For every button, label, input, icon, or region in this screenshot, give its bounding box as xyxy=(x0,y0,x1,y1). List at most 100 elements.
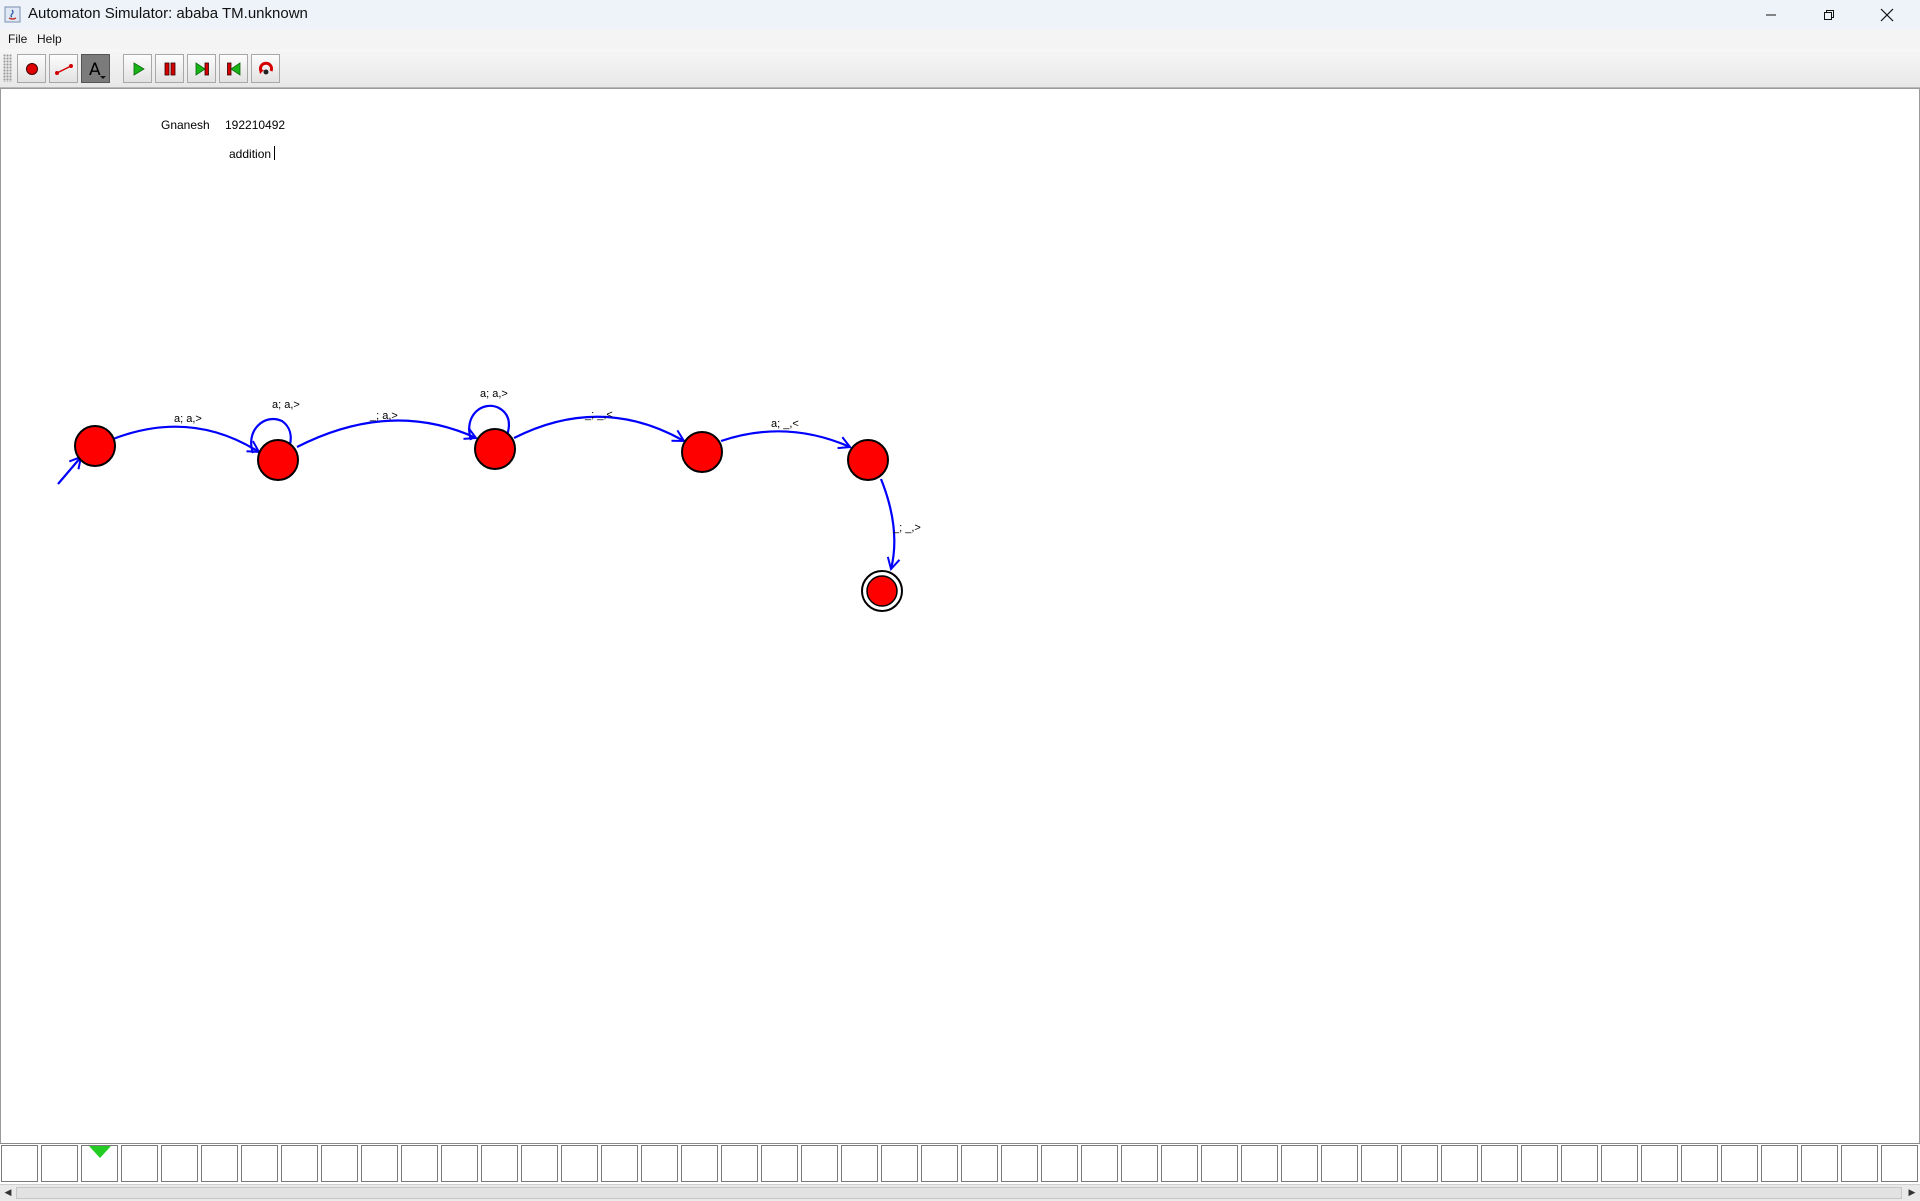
tape-cell[interactable] xyxy=(1,1145,38,1182)
tape-cell[interactable] xyxy=(1521,1145,1558,1182)
java-app-icon xyxy=(4,6,21,23)
minimize-icon xyxy=(1766,14,1776,15)
step-forward-icon xyxy=(195,61,209,76)
tape-cell[interactable] xyxy=(1761,1145,1798,1182)
tape-cell[interactable] xyxy=(1681,1145,1718,1182)
state-q0[interactable] xyxy=(74,425,116,467)
tape-cell[interactable] xyxy=(201,1145,238,1182)
transition-q2-q3[interactable] xyxy=(513,415,684,441)
tape-cell[interactable] xyxy=(961,1145,998,1182)
scroll-right-button[interactable]: ▶ xyxy=(1904,1185,1920,1201)
tape-cell[interactable] xyxy=(241,1145,278,1182)
tape-cell[interactable] xyxy=(1881,1145,1918,1182)
state-diagram: a; a,> a; a,> _; a,> a; a,> _; _,< a; _,… xyxy=(57,388,921,612)
tape-cell[interactable] xyxy=(321,1145,358,1182)
reset-button[interactable] xyxy=(251,54,280,83)
chevron-right-icon: ▶ xyxy=(1908,1188,1916,1198)
tape-cell[interactable] xyxy=(1361,1145,1398,1182)
tape-cell[interactable] xyxy=(1401,1145,1438,1182)
tape-cell[interactable] xyxy=(1601,1145,1638,1182)
toolbar: A xyxy=(0,49,1920,88)
tape-cell[interactable] xyxy=(801,1145,838,1182)
minimize-button[interactable] xyxy=(1742,0,1800,29)
svg-text:A: A xyxy=(89,60,101,80)
scroll-left-button[interactable]: ◀ xyxy=(0,1185,16,1201)
tape-cell[interactable] xyxy=(1041,1145,1078,1182)
tape-cell[interactable] xyxy=(1481,1145,1518,1182)
tape-cell[interactable] xyxy=(1001,1145,1038,1182)
tape-cell[interactable] xyxy=(1081,1145,1118,1182)
state-q2[interactable] xyxy=(474,428,516,470)
tape-cell[interactable] xyxy=(881,1145,918,1182)
tape-cell[interactable] xyxy=(1201,1145,1238,1182)
step-back-icon xyxy=(226,61,240,76)
tape-cell[interactable] xyxy=(361,1145,398,1182)
transition-q1-q2[interactable] xyxy=(296,419,476,448)
state-q4[interactable] xyxy=(847,439,889,481)
tape-cell[interactable] xyxy=(1321,1145,1358,1182)
tape-cell[interactable] xyxy=(641,1145,678,1182)
close-button[interactable] xyxy=(1858,0,1916,29)
transition-q4-q5[interactable] xyxy=(879,478,894,569)
tape-cell[interactable] xyxy=(721,1145,758,1182)
tape-cell[interactable] xyxy=(1721,1145,1758,1182)
tape-cell[interactable] xyxy=(1801,1145,1838,1182)
tape-cell[interactable] xyxy=(1241,1145,1278,1182)
transition-label-q3-q4: a; _,< xyxy=(771,418,799,430)
tape-cell[interactable] xyxy=(561,1145,598,1182)
step-forward-button[interactable] xyxy=(187,54,216,83)
toolbar-grip[interactable] xyxy=(3,54,12,82)
step-back-button[interactable] xyxy=(219,54,248,83)
tape-cell[interactable] xyxy=(1841,1145,1878,1182)
tape-cell[interactable] xyxy=(1561,1145,1598,1182)
menu-bar: File Help xyxy=(0,29,1920,49)
tape-cell[interactable] xyxy=(441,1145,478,1182)
tape-cell[interactable] xyxy=(921,1145,958,1182)
add-state-button[interactable] xyxy=(17,54,46,83)
tape-cell[interactable] xyxy=(681,1145,718,1182)
state-q1[interactable] xyxy=(257,439,299,481)
tape-cell[interactable] xyxy=(481,1145,518,1182)
scroll-thumb[interactable] xyxy=(16,1187,1902,1199)
play-icon xyxy=(133,61,145,76)
state-q5-final[interactable] xyxy=(861,570,903,612)
chevron-left-icon: ◀ xyxy=(4,1188,12,1198)
tape-cell[interactable] xyxy=(401,1145,438,1182)
note-author[interactable]: Gnanesh xyxy=(161,118,210,132)
tape-cell[interactable] xyxy=(601,1145,638,1182)
tape-cell[interactable] xyxy=(281,1145,318,1182)
run-button[interactable] xyxy=(123,54,152,83)
menu-file[interactable]: File xyxy=(8,32,28,46)
automaton-canvas[interactable]: Gnanesh 192210492 addition a; a,> a; a,>… xyxy=(0,88,1920,1144)
pause-button[interactable] xyxy=(155,54,184,83)
tape-cell[interactable] xyxy=(161,1145,198,1182)
tape-head-marker xyxy=(89,1146,111,1158)
pause-icon xyxy=(164,62,175,75)
note-description[interactable]: addition xyxy=(229,147,272,161)
restore-icon xyxy=(1824,9,1834,20)
restore-button[interactable] xyxy=(1800,0,1858,29)
tape-cell[interactable] xyxy=(1161,1145,1198,1182)
menu-help[interactable]: Help xyxy=(37,32,62,46)
tape-cell[interactable] xyxy=(41,1145,78,1182)
tape-cell[interactable] xyxy=(1441,1145,1478,1182)
transition-label-q1-q2: _; a,> xyxy=(369,410,398,422)
note-id[interactable]: 192210492 xyxy=(225,118,286,132)
tape-cell[interactable] xyxy=(521,1145,558,1182)
state-circle-icon xyxy=(25,62,38,75)
tape-cell[interactable] xyxy=(841,1145,878,1182)
text-caret xyxy=(274,146,275,160)
tape-cell[interactable] xyxy=(1641,1145,1678,1182)
transition-q3-q4[interactable] xyxy=(720,430,850,447)
tape-cell[interactable] xyxy=(1121,1145,1158,1182)
transition-q0-q1[interactable] xyxy=(112,425,259,452)
horizontal-scrollbar[interactable]: ◀ ▶ xyxy=(0,1184,1920,1201)
transition-label-q1-q1: a; a,> xyxy=(272,399,300,411)
tape-cell[interactable] xyxy=(121,1145,158,1182)
tape-cell[interactable] xyxy=(761,1145,798,1182)
add-transition-button[interactable] xyxy=(49,54,78,83)
tape-cell[interactable] xyxy=(1281,1145,1318,1182)
state-q3[interactable] xyxy=(681,431,723,473)
transition-label-q2-q2: a; a,> xyxy=(480,388,508,400)
text-tool-button[interactable]: A xyxy=(81,54,110,83)
